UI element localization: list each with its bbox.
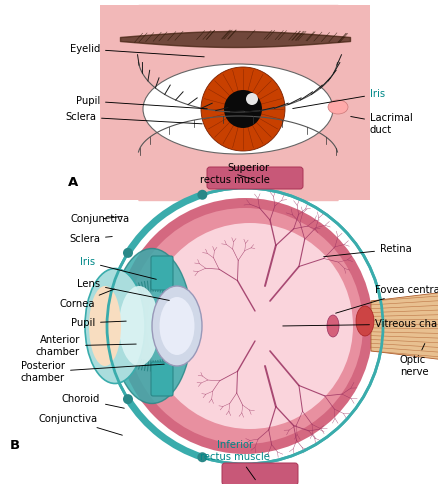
Circle shape <box>224 90 262 128</box>
Text: Lacrimal
duct: Lacrimal duct <box>351 113 413 135</box>
FancyBboxPatch shape <box>151 256 173 290</box>
Circle shape <box>123 394 133 404</box>
Ellipse shape <box>85 269 145 383</box>
Circle shape <box>117 198 373 454</box>
Text: Choroid: Choroid <box>62 394 124 408</box>
Circle shape <box>127 208 363 444</box>
FancyBboxPatch shape <box>151 362 173 396</box>
Text: Retina: Retina <box>324 244 412 257</box>
FancyBboxPatch shape <box>222 463 298 484</box>
Ellipse shape <box>119 286 159 366</box>
Text: Cornea: Cornea <box>60 289 114 309</box>
Wedge shape <box>318 97 336 121</box>
Circle shape <box>201 67 285 151</box>
Text: Iris: Iris <box>293 89 385 108</box>
Ellipse shape <box>356 306 374 336</box>
Text: Anterior
chamber: Anterior chamber <box>36 335 136 357</box>
Text: Sclera: Sclera <box>69 234 112 244</box>
Text: Conjunctiva: Conjunctiva <box>71 214 130 224</box>
Text: Vitreous chamber: Vitreous chamber <box>283 319 438 329</box>
Ellipse shape <box>152 286 202 366</box>
Text: Inferior
rectus muscle: Inferior rectus muscle <box>200 440 270 480</box>
Text: Lens: Lens <box>77 279 169 301</box>
Text: Fovea centralis: Fovea centralis <box>336 285 438 313</box>
Ellipse shape <box>327 315 339 337</box>
Text: Optic
nerve: Optic nerve <box>400 344 429 377</box>
Text: Conjunctiva: Conjunctiva <box>39 414 122 435</box>
Ellipse shape <box>89 286 121 366</box>
Circle shape <box>246 93 258 105</box>
Text: Pupil: Pupil <box>76 96 207 109</box>
Ellipse shape <box>159 297 194 355</box>
Circle shape <box>147 223 353 429</box>
Text: Superior
rectus muscle: Superior rectus muscle <box>200 163 270 185</box>
Text: Eyelid: Eyelid <box>70 44 204 57</box>
Circle shape <box>198 452 207 462</box>
FancyBboxPatch shape <box>207 167 303 189</box>
Ellipse shape <box>328 100 348 114</box>
Bar <box>100 5 370 200</box>
Text: Pupil: Pupil <box>71 318 126 328</box>
Circle shape <box>198 190 207 200</box>
Wedge shape <box>140 97 158 121</box>
Text: B: B <box>10 439 20 452</box>
Text: Iris: Iris <box>80 257 156 279</box>
Text: A: A <box>68 176 78 189</box>
Ellipse shape <box>143 64 333 154</box>
Circle shape <box>107 188 383 464</box>
Circle shape <box>123 248 133 258</box>
Text: Posterior
chamber: Posterior chamber <box>21 361 164 383</box>
Ellipse shape <box>112 248 192 404</box>
Polygon shape <box>371 291 438 361</box>
Text: Sclera: Sclera <box>65 112 202 124</box>
